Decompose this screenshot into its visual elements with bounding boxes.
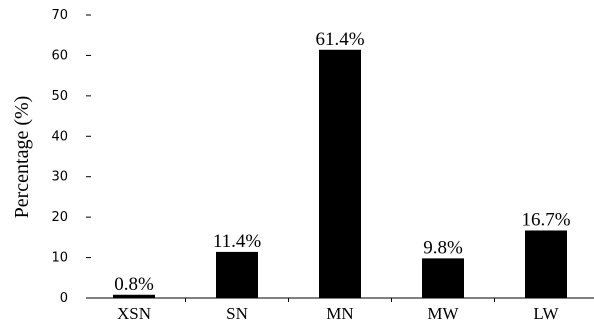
y-tick-label: 30 <box>51 170 68 185</box>
data-label-lw: 16.7% <box>521 209 570 230</box>
x-tick-label-mw: MW <box>427 304 459 323</box>
bar-lw <box>525 230 567 298</box>
y-tick-label: 10 <box>51 251 68 266</box>
bar-mw <box>422 258 464 298</box>
y-tick-label: 50 <box>51 89 68 104</box>
x-tick-label-mn: MN <box>326 304 353 323</box>
x-tick-label-lw: LW <box>533 304 559 323</box>
y-tick-label: 0 <box>60 291 68 306</box>
data-label-sn: 11.4% <box>213 231 262 252</box>
bar-sn <box>216 251 258 298</box>
data-label-mn: 61.4% <box>315 29 364 50</box>
y-tick-label: 20 <box>51 210 68 225</box>
y-tick-label: 60 <box>51 48 68 63</box>
data-label-xsn: 0.8% <box>114 274 154 295</box>
x-tick-label-xsn: XSN <box>117 304 151 323</box>
bar-mn <box>319 49 361 298</box>
x-axis: XSN SN MN MW LW <box>86 297 594 323</box>
y-axis: 0 10 20 30 40 50 60 70 <box>51 8 91 306</box>
data-label-mw: 9.8% <box>423 237 463 258</box>
y-tick-label: 40 <box>51 129 68 144</box>
bar-series: 0.8% 11.4% 61.4% 9.8% 16.7% <box>113 29 571 298</box>
bar-xsn <box>113 294 155 298</box>
x-tick-label-sn: SN <box>226 304 248 323</box>
y-axis-title: Percentage (%) <box>11 96 33 219</box>
y-tick-label: 70 <box>51 8 68 23</box>
